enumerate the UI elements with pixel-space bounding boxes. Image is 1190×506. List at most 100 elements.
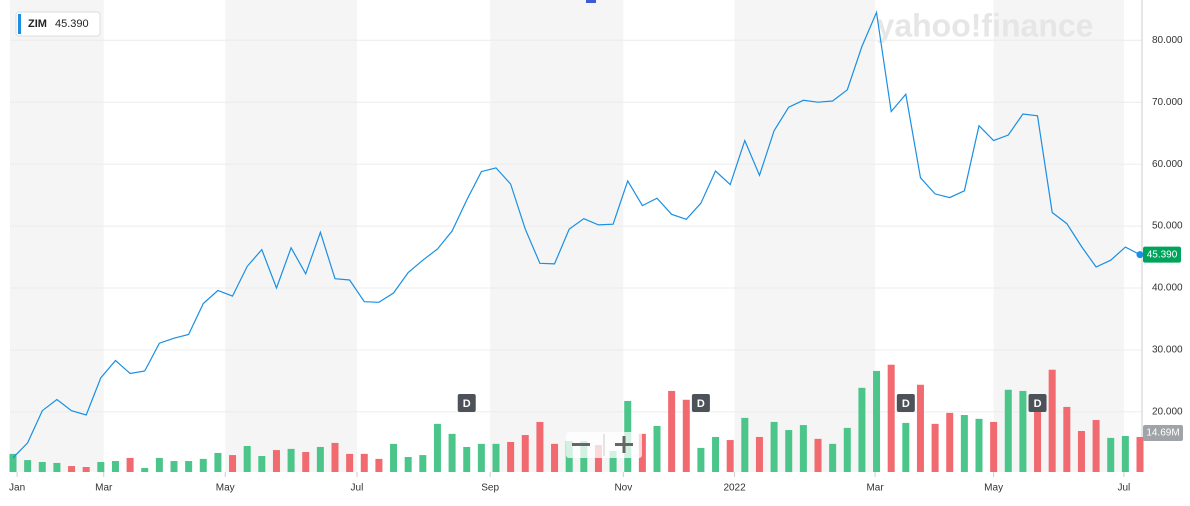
volume-bar bbox=[229, 455, 237, 472]
dividend-marker bbox=[896, 394, 915, 412]
volume-bar bbox=[404, 456, 412, 472]
volume-bar bbox=[521, 435, 529, 472]
price-flag-label: 45.390 bbox=[1147, 249, 1178, 260]
volume-bar bbox=[1034, 406, 1042, 472]
volume-bar bbox=[858, 387, 866, 472]
y-tick-label: 30.000 bbox=[1152, 345, 1183, 356]
volume-bar bbox=[97, 461, 105, 472]
volume-bar bbox=[258, 456, 266, 472]
volume-bar bbox=[82, 466, 90, 472]
volume-bar bbox=[433, 423, 441, 472]
y-tick-label: 40.000 bbox=[1152, 283, 1183, 294]
y-tick-label: 70.000 bbox=[1152, 97, 1183, 108]
dividend-label: D bbox=[1034, 398, 1042, 410]
volume-bar bbox=[111, 461, 119, 472]
volume-bar bbox=[507, 441, 515, 472]
x-tick-label: Mar bbox=[95, 483, 113, 494]
volume-bar bbox=[126, 457, 134, 472]
volume-bar bbox=[1019, 390, 1027, 472]
volume-bar bbox=[814, 438, 822, 472]
volume-bar bbox=[331, 442, 339, 472]
volume-bar bbox=[668, 390, 676, 472]
volume-bar bbox=[1136, 436, 1144, 472]
volume-bar bbox=[9, 453, 17, 472]
last-point bbox=[1136, 251, 1144, 259]
volume-bar bbox=[24, 460, 32, 472]
x-tick-label: May bbox=[984, 483, 1003, 494]
band bbox=[225, 0, 357, 472]
volume-bar bbox=[68, 466, 76, 472]
volume-flag-label: 14.69M bbox=[1146, 428, 1179, 439]
x-tick-label: Sep bbox=[481, 483, 499, 494]
volume-bar bbox=[682, 399, 690, 472]
price-line bbox=[12, 10, 1141, 459]
dividend-marker bbox=[1028, 394, 1047, 412]
volume-bar bbox=[1048, 369, 1056, 472]
volume-bar bbox=[697, 447, 705, 472]
legend-name: ZIM bbox=[28, 18, 47, 30]
volume-bar bbox=[887, 364, 895, 472]
x-tick-label: May bbox=[216, 483, 235, 494]
legend-value: 45.390 bbox=[55, 18, 89, 30]
volume-bar bbox=[346, 453, 354, 472]
volume-bar bbox=[902, 422, 910, 472]
volume-bar bbox=[726, 440, 734, 472]
volume-bar bbox=[463, 446, 471, 472]
volume-bar bbox=[594, 445, 602, 472]
y-tick-label: 50.000 bbox=[1152, 221, 1183, 232]
x-tick-label: Jul bbox=[1118, 483, 1131, 494]
x-tick-label: Mar bbox=[866, 483, 884, 494]
volume-bar bbox=[960, 415, 968, 472]
volume-bar bbox=[199, 458, 207, 472]
band bbox=[490, 0, 624, 472]
watermark: yahoo!finance bbox=[877, 7, 1094, 43]
dividend-label: D bbox=[463, 398, 471, 410]
x-tick-label: Nov bbox=[614, 483, 632, 494]
volume-bar bbox=[492, 443, 500, 472]
volume-bar bbox=[272, 450, 280, 472]
volume-bar bbox=[829, 443, 837, 472]
volume-bar bbox=[653, 425, 661, 472]
zoom-in[interactable] bbox=[615, 436, 633, 453]
dividend-label: D bbox=[902, 398, 910, 410]
volume-bar bbox=[141, 467, 149, 472]
volume-bar bbox=[712, 436, 720, 472]
price-flag bbox=[1143, 246, 1181, 263]
volume-bar bbox=[170, 461, 178, 472]
zoom-out[interactable] bbox=[572, 443, 590, 446]
volume-bar bbox=[609, 451, 617, 472]
volume-bar bbox=[536, 421, 544, 472]
volume-bar bbox=[38, 461, 46, 472]
volume-bar bbox=[360, 453, 368, 472]
volume-bar bbox=[843, 427, 851, 472]
volume-bar bbox=[638, 433, 646, 472]
volume-bar bbox=[53, 462, 61, 472]
volume-bar bbox=[419, 455, 427, 472]
volume-bar bbox=[243, 446, 251, 472]
volume-bar bbox=[770, 421, 778, 472]
volume-bar bbox=[185, 461, 193, 472]
legend-box bbox=[15, 11, 101, 37]
volume-bar bbox=[1092, 420, 1100, 472]
volume-bar bbox=[287, 448, 295, 472]
volume-bar bbox=[390, 443, 398, 472]
volume-bar bbox=[155, 457, 163, 472]
volume-bar bbox=[1004, 389, 1012, 472]
y-tick-label: 60.000 bbox=[1152, 159, 1183, 170]
top-marker bbox=[586, 0, 596, 3]
volume-bar bbox=[916, 384, 924, 472]
volume-bar bbox=[975, 418, 983, 472]
band bbox=[993, 0, 1124, 472]
y-tick-label: 20.000 bbox=[1152, 407, 1183, 418]
volume-bar bbox=[990, 421, 998, 472]
y-tick-label: 80.000 bbox=[1152, 35, 1183, 46]
volume-bar bbox=[551, 443, 559, 472]
x-tick-label: Jul bbox=[351, 483, 364, 494]
dividend-label: D bbox=[697, 398, 705, 410]
volume-bar bbox=[316, 446, 324, 472]
volume-bar bbox=[785, 430, 793, 472]
volume-bar bbox=[741, 417, 749, 472]
volume-bar bbox=[477, 443, 485, 472]
volume-bar bbox=[1077, 430, 1085, 472]
